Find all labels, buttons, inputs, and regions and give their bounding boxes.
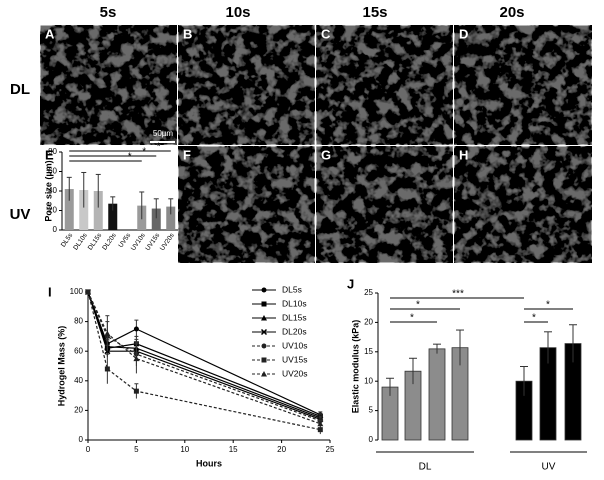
significance-label: * [532, 313, 536, 324]
bar [93, 191, 103, 230]
significance-label: * [416, 300, 420, 311]
y-tick-label: 0 [369, 435, 374, 444]
y-tick-label: 10 [364, 376, 373, 385]
column-header: 10s [225, 4, 250, 21]
bar [166, 206, 176, 230]
line [87, 291, 321, 420]
y-axis-label: Pore size (µm) [43, 160, 53, 221]
legend-label: DL15s [282, 312, 307, 322]
x-tick-label: 15 [229, 445, 238, 454]
marker [133, 355, 140, 362]
y-tick-label: 20 [74, 406, 83, 415]
legend-label: UV10s [282, 340, 308, 350]
y-axis-label: Elastic modulus (kPa) [350, 320, 360, 414]
line [87, 291, 321, 419]
panel-label: J [347, 276, 354, 291]
panel-label: A [45, 26, 55, 41]
column-header: 5s [100, 4, 117, 21]
significance-label: * [128, 152, 132, 163]
sem-image [315, 24, 454, 146]
legend-label: UV20s [282, 368, 308, 378]
bar [108, 203, 118, 230]
y-tick-label: 15 [364, 347, 373, 356]
marker [261, 287, 267, 293]
sem-image [177, 145, 316, 264]
y-tick-label: 80 [48, 147, 57, 156]
x-tick-label: 20 [277, 445, 286, 454]
marker [261, 371, 267, 377]
y-tick-label: 100 [70, 287, 84, 296]
bar [428, 348, 446, 441]
y-tick-label: 80 [74, 317, 83, 326]
panel-label: C [321, 26, 331, 41]
row-label: UV [10, 206, 31, 223]
y-tick-label: 0 [79, 435, 84, 444]
sem-image [177, 24, 316, 146]
marker [133, 388, 139, 394]
y-tick-label: 60 [48, 167, 57, 176]
y-tick-label: 60 [74, 346, 83, 355]
bar [151, 208, 161, 230]
y-tick-label: 0 [53, 225, 58, 234]
marker [85, 289, 91, 295]
panel-label: H [459, 147, 468, 162]
marker [261, 301, 267, 307]
legend-label: DL10s [282, 298, 307, 308]
significance-label: *** [452, 289, 464, 300]
significance-label: * [157, 142, 161, 153]
legend-label: DL5s [282, 284, 302, 294]
legend-label: UV15s [282, 354, 308, 364]
x-tick-label: 0 [86, 445, 91, 454]
significance-label: * [142, 147, 146, 158]
significance-label: * [546, 300, 550, 311]
panel-label: G [321, 147, 331, 162]
line [87, 291, 321, 425]
scale-bar-label: 50µm [153, 129, 174, 138]
marker [261, 357, 267, 363]
line [87, 291, 321, 422]
x-tick-label: 10 [180, 445, 189, 454]
marker [260, 328, 268, 336]
y-tick-label: 20 [364, 318, 373, 327]
sem-image [39, 24, 178, 146]
x-tick-label: 5 [134, 445, 139, 454]
group-label: DL [419, 462, 432, 473]
row-label: DL [10, 81, 30, 98]
group-label: UV [542, 462, 556, 473]
x-tick-label: 25 [326, 445, 335, 454]
y-tick-label: 40 [74, 376, 83, 385]
bar [79, 190, 89, 230]
sem-image [453, 24, 593, 146]
sem-image [453, 145, 593, 264]
marker [261, 343, 267, 349]
panel-label: F [183, 147, 191, 162]
marker [133, 326, 139, 332]
legend-label: DL20s [282, 326, 307, 336]
sem-image [315, 145, 454, 264]
panel-label: E [45, 147, 54, 162]
column-header: 20s [499, 4, 524, 21]
y-tick-label: 25 [364, 288, 373, 297]
bar [64, 189, 74, 230]
panel-label: D [459, 26, 468, 41]
marker [104, 330, 111, 336]
marker [317, 420, 324, 427]
significance-label: * [410, 313, 414, 324]
marker [104, 366, 110, 372]
line [87, 291, 321, 431]
y-axis-label: Hydrogel Mass (%) [56, 326, 66, 407]
y-tick-label: 20 [48, 206, 57, 215]
column-header: 15s [362, 4, 387, 21]
marker [261, 315, 267, 321]
x-axis-label: Hours [196, 458, 222, 468]
marker [317, 427, 323, 433]
panel-label: I [48, 284, 52, 299]
panel-label: B [183, 26, 192, 41]
y-tick-label: 5 [369, 406, 374, 415]
y-tick-label: 40 [48, 186, 57, 195]
